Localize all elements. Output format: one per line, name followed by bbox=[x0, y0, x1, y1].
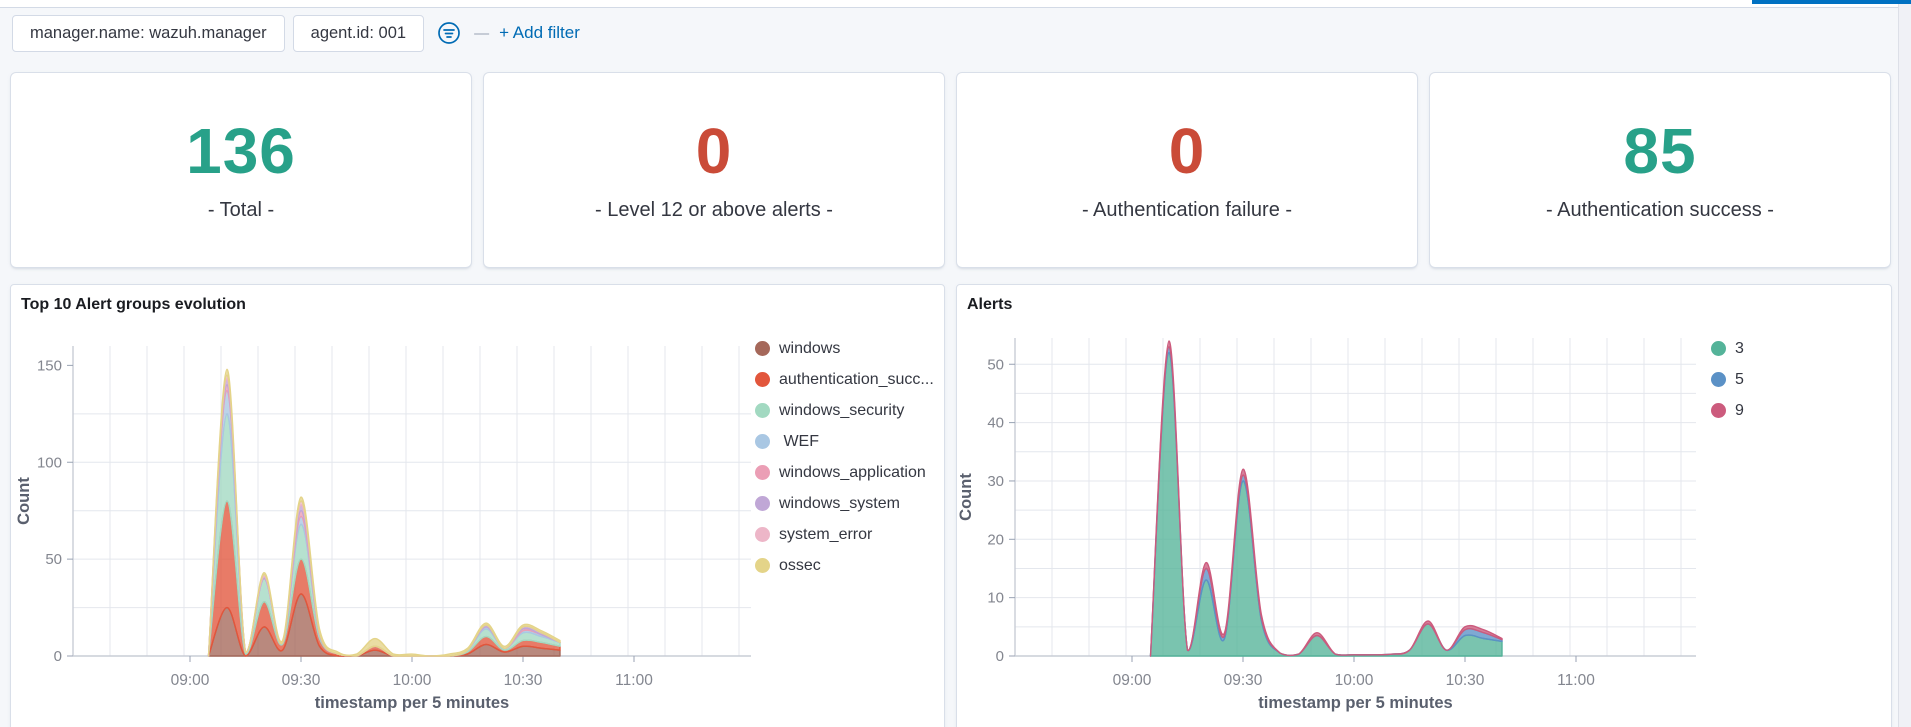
panel-title-alerts: Alerts bbox=[967, 296, 1013, 313]
metric-value-auth-success: 85 bbox=[1623, 114, 1697, 187]
vertical-scrollbar[interactable] bbox=[1898, 4, 1911, 727]
legend-item-3[interactable]: 3 bbox=[1711, 333, 1744, 364]
filter-bar: manager.name: wazuh.manager agent.id: 00… bbox=[12, 14, 580, 52]
legend-item-windows[interactable]: windows bbox=[755, 333, 934, 364]
y-tick-label: 10 bbox=[987, 590, 1004, 607]
legend-item-5[interactable]: 5 bbox=[1711, 364, 1744, 395]
legend-item-system_error[interactable]: system_error bbox=[755, 519, 934, 550]
x-tick-label: 10:00 bbox=[1335, 672, 1374, 689]
metric-cards-row: 136 - Total - 0 - Level 12 or above aler… bbox=[10, 72, 1892, 268]
legend-swatch bbox=[1711, 403, 1726, 418]
x-axis-title: timestamp per 5 minutes bbox=[315, 694, 509, 712]
x-tick-label: 11:00 bbox=[615, 672, 653, 689]
y-tick-label: 0 bbox=[996, 648, 1004, 665]
legend-label: ossec bbox=[779, 556, 821, 574]
query-bar-bottom-edge bbox=[0, 0, 1911, 8]
legend-item-windows_application[interactable]: windows_application bbox=[755, 457, 934, 488]
panel-title-top10: Top 10 Alert groups evolution bbox=[21, 296, 246, 313]
area-series-ossec bbox=[207, 368, 561, 657]
legend-label: windows_security bbox=[779, 401, 905, 419]
legend-label: windows_system bbox=[779, 494, 900, 512]
legend-swatch bbox=[755, 341, 770, 356]
filter-separator: — bbox=[474, 24, 490, 42]
y-tick-label: 0 bbox=[54, 648, 62, 665]
legend-swatch bbox=[755, 372, 770, 387]
y-axis-title: Count bbox=[957, 473, 975, 521]
legend-swatch bbox=[755, 403, 770, 418]
legend-item-9[interactable]: 9 bbox=[1711, 395, 1744, 426]
y-tick-label: 30 bbox=[987, 473, 1004, 490]
legend-swatch bbox=[755, 496, 770, 511]
area-series-9 bbox=[1149, 340, 1503, 657]
metric-label-level12: - Level 12 or above alerts - bbox=[595, 199, 833, 222]
x-tick-label: 10:00 bbox=[393, 672, 432, 689]
x-tick-label: 09:00 bbox=[171, 672, 210, 689]
legend-swatch bbox=[1711, 372, 1726, 387]
chart-legend: windows authentication_succ... windows_sec… bbox=[755, 333, 934, 581]
panel-alerts: 0 10 20 30 40 50 09:00 09:30 10:00 10:30 11:00 time… bbox=[956, 284, 1892, 727]
metric-label-total: - Total - bbox=[207, 199, 275, 222]
metric-card-auth-success: 85 - Authentication success - bbox=[1429, 72, 1891, 268]
legend-swatch bbox=[755, 434, 770, 449]
area-series-3 bbox=[1149, 351, 1503, 657]
y-tick-label: 150 bbox=[37, 357, 62, 374]
legend-item-authentication_succ...[interactable]: authentication_succ... bbox=[755, 364, 934, 395]
legend-label: 3 bbox=[1735, 339, 1744, 357]
legend-swatch bbox=[755, 527, 770, 542]
panel-top10-alert-groups: 0 50 100 150 09:00 09:30 10:00 10:30 11:00 timest… bbox=[10, 284, 945, 727]
metric-card-level12: 0 - Level 12 or above alerts - bbox=[483, 72, 945, 268]
metric-value-auth-failure: 0 bbox=[1168, 114, 1206, 187]
legend-label: system_error bbox=[779, 525, 873, 543]
x-tick-label: 10:30 bbox=[1446, 672, 1485, 689]
y-tick-label: 50 bbox=[987, 356, 1004, 373]
x-tick-label: 09:30 bbox=[1224, 672, 1263, 689]
metric-label-auth-success: - Authentication success - bbox=[1546, 199, 1774, 222]
filter-actions: — + Add filter bbox=[436, 20, 580, 46]
filter-options-icon[interactable] bbox=[436, 20, 462, 46]
y-tick-label: 20 bbox=[987, 531, 1004, 548]
legend-swatch bbox=[755, 465, 770, 480]
legend-item-WEF[interactable]: WEF bbox=[755, 426, 934, 457]
legend-label: 9 bbox=[1735, 401, 1744, 419]
legend-label: 5 bbox=[1735, 370, 1744, 388]
add-filter-button[interactable]: + Add filter bbox=[499, 23, 580, 42]
y-tick-label: 50 bbox=[45, 551, 62, 568]
filter-options-icon-glyph bbox=[438, 22, 460, 44]
metric-card-auth-failure: 0 - Authentication failure - bbox=[956, 72, 1418, 268]
chart-legend: 3 5 9 bbox=[1711, 333, 1744, 426]
filter-pill-agent-id[interactable]: agent.id: 001 bbox=[292, 14, 425, 52]
legend-swatch bbox=[755, 558, 770, 573]
x-tick-label: 09:00 bbox=[1113, 672, 1152, 689]
metric-card-total: 136 - Total - bbox=[10, 72, 472, 268]
update-button-edge[interactable] bbox=[1752, 0, 1911, 4]
legend-label: windows bbox=[779, 339, 841, 357]
legend-swatch bbox=[1711, 341, 1726, 356]
x-tick-label: 09:30 bbox=[282, 672, 321, 689]
x-tick-label: 10:30 bbox=[504, 672, 543, 689]
legend-label: authentication_succ... bbox=[779, 370, 934, 388]
legend-item-windows_security[interactable]: windows_security bbox=[755, 395, 934, 426]
legend-label: WEF bbox=[779, 432, 819, 450]
metric-label-auth-failure: - Authentication failure - bbox=[1081, 199, 1293, 222]
y-tick-label: 100 bbox=[37, 454, 62, 471]
metric-value-total: 136 bbox=[186, 114, 296, 187]
legend-item-ossec[interactable]: ossec bbox=[755, 550, 934, 581]
x-tick-label: 11:00 bbox=[1557, 672, 1595, 689]
x-axis-title: timestamp per 5 minutes bbox=[1258, 694, 1452, 712]
filter-pill-manager-name[interactable]: manager.name: wazuh.manager bbox=[12, 14, 285, 52]
y-tick-label: 40 bbox=[987, 415, 1004, 432]
legend-item-windows_system[interactable]: windows_system bbox=[755, 488, 934, 519]
alerts-chart[interactable]: 0 10 20 30 40 50 09:00 09:30 10:00 10:30 11:00 time… bbox=[957, 285, 1893, 727]
legend-label: windows_application bbox=[779, 463, 926, 481]
y-axis-title: Count bbox=[15, 477, 33, 525]
alert-groups-evolution-chart[interactable]: 0 50 100 150 09:00 09:30 10:00 10:30 11:00 timest… bbox=[11, 285, 946, 727]
metric-value-level12: 0 bbox=[695, 114, 733, 187]
